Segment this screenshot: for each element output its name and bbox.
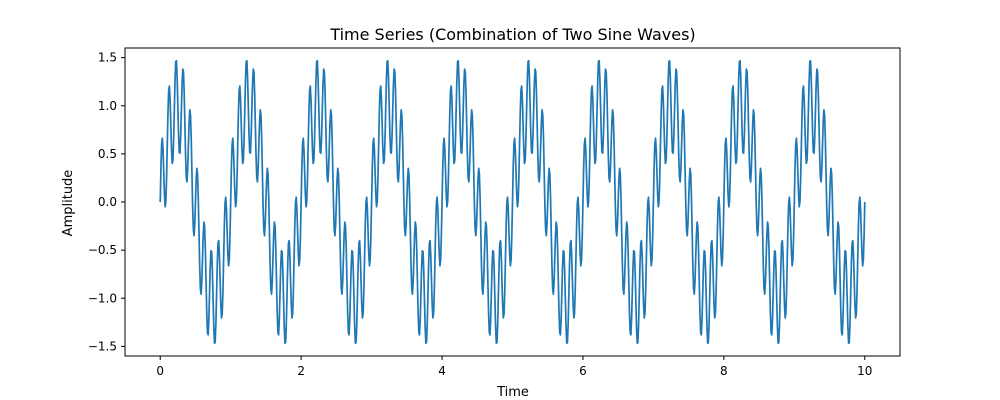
y-tick-label: 0.5 bbox=[98, 147, 117, 161]
x-tick-label: 6 bbox=[579, 364, 587, 378]
y-tick-label: −1.5 bbox=[88, 339, 117, 353]
y-tick-label: 1.0 bbox=[98, 99, 117, 113]
y-tick-label: −0.5 bbox=[88, 243, 117, 257]
y-axis-label: Amplitude bbox=[61, 170, 76, 237]
y-axis: −1.5 −1.0 −0.5 0.0 0.5 1.0 1.5 bbox=[88, 51, 125, 353]
series-line bbox=[159, 59, 866, 345]
y-tick-label: 1.5 bbox=[98, 51, 117, 65]
chart-title: Time Series (Combination of Two Sine Wav… bbox=[329, 25, 695, 44]
x-tick-label: 4 bbox=[438, 364, 446, 378]
x-axis: 0 2 4 6 8 10 bbox=[156, 356, 872, 378]
x-tick-label: 8 bbox=[720, 364, 728, 378]
x-tick-label: 0 bbox=[156, 364, 164, 378]
y-tick-label: 0.0 bbox=[98, 195, 117, 209]
x-axis-label: Time bbox=[496, 385, 529, 400]
x-tick-label: 10 bbox=[857, 364, 872, 378]
y-tick-label: −1.0 bbox=[88, 291, 117, 305]
x-tick-label: 2 bbox=[297, 364, 305, 378]
